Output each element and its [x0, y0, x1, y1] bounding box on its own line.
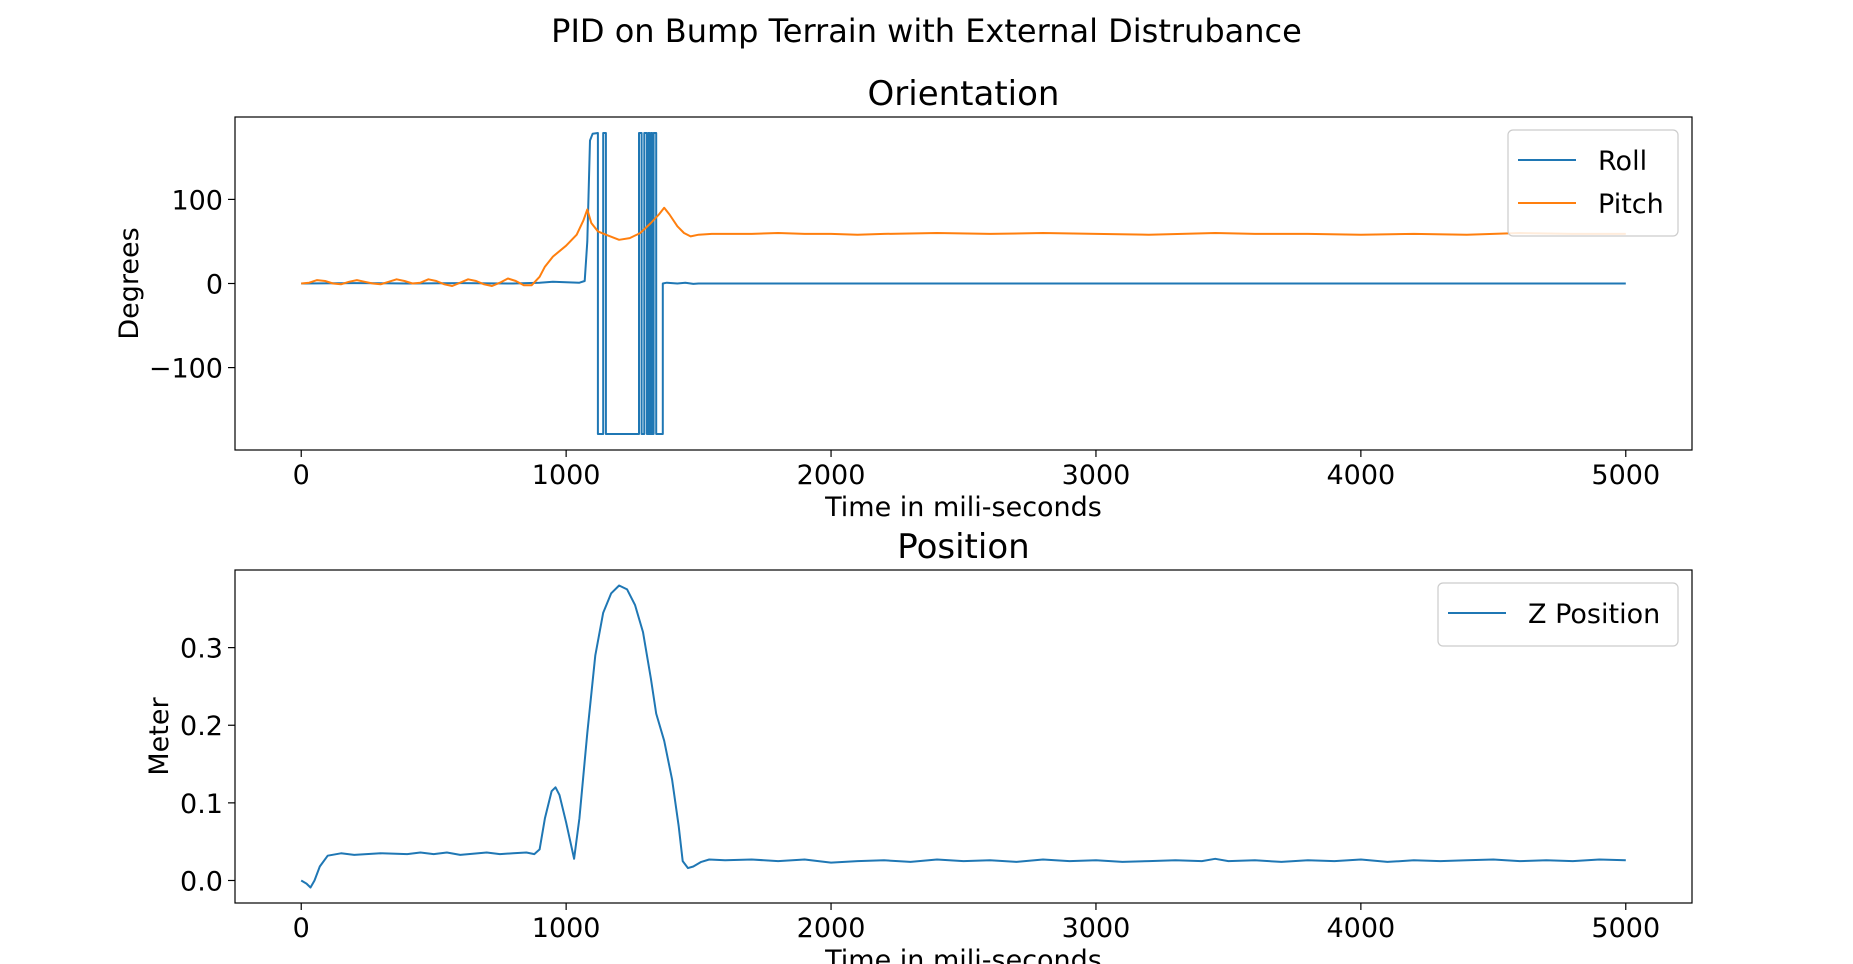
- x-tick-label: 0: [293, 460, 310, 491]
- figure-title: PID on Bump Terrain with External Distru…: [551, 12, 1302, 50]
- y-tick-label: 0: [206, 270, 223, 301]
- x-tick-label: 2000: [797, 913, 866, 944]
- y-tick-label: 0.1: [180, 789, 223, 820]
- y-axis-label: Degrees: [114, 227, 145, 339]
- x-tick-label: 1000: [532, 460, 601, 491]
- panel-title: Orientation: [868, 74, 1060, 114]
- panel-title: Position: [897, 527, 1029, 567]
- x-tick-label: 3000: [1062, 460, 1131, 491]
- series-line-roll: [301, 132, 1626, 435]
- legend: Z Position: [1437, 582, 1679, 647]
- x-tick-label: 5000: [1591, 913, 1660, 944]
- legend-label: Pitch: [1598, 189, 1664, 220]
- legend-box: [1507, 129, 1679, 237]
- x-axis-label: Time in mili-seconds: [824, 945, 1102, 964]
- legend-label: Roll: [1598, 146, 1647, 177]
- x-tick-label: 0: [293, 913, 310, 944]
- series-line-z-position: [300, 584, 1626, 889]
- legend: Roll Pitch: [1507, 129, 1679, 237]
- y-tick-label: 0.0: [180, 866, 223, 897]
- y-tick-label: −100: [149, 354, 223, 385]
- x-tick-label: 2000: [797, 460, 866, 491]
- legend-label: Z Position: [1528, 599, 1660, 630]
- y-tick-label: 0.2: [180, 711, 223, 742]
- series-line-pitch: [301, 206, 1626, 287]
- panel-1: Position 0 1000 2000 3000 4000 5000 0.0 0.1 0.2 0.…: [144, 527, 1693, 964]
- y-tick-label: 100: [171, 185, 223, 216]
- x-axis-label: Time in mili-seconds: [824, 492, 1102, 523]
- x-tick-label: 4000: [1327, 460, 1396, 491]
- x-tick-label: 5000: [1591, 460, 1660, 491]
- x-tick-label: 4000: [1327, 913, 1396, 944]
- y-tick-label: 0.3: [180, 634, 223, 665]
- legend-box: [1437, 582, 1679, 647]
- x-tick-label: 1000: [532, 913, 601, 944]
- plot-frame: [234, 569, 1693, 904]
- y-axis-label: Meter: [144, 697, 175, 776]
- x-tick-label: 3000: [1062, 913, 1131, 944]
- panel-0: Orientation 0 1000 2000 3000 4000 5000 −100 0 100…: [114, 74, 1693, 523]
